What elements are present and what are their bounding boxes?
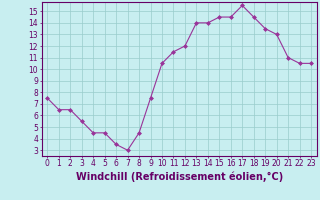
X-axis label: Windchill (Refroidissement éolien,°C): Windchill (Refroidissement éolien,°C) [76,171,283,182]
